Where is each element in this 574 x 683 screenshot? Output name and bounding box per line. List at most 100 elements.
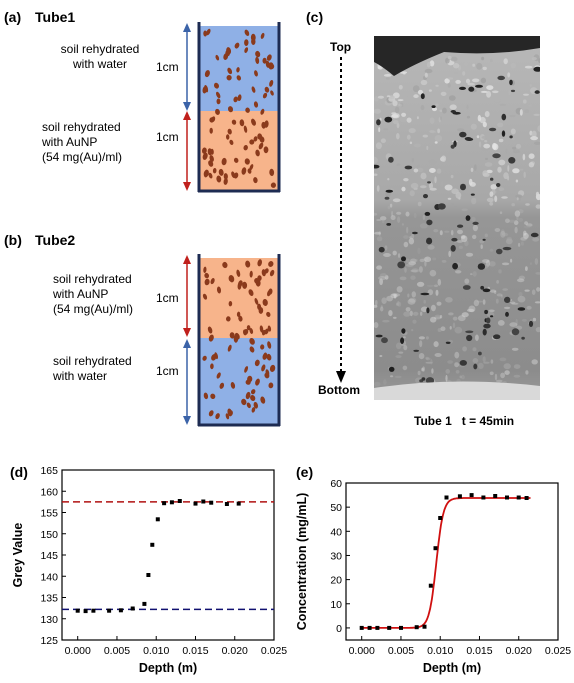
ct-pore [530, 232, 539, 238]
ct-grain [408, 237, 415, 245]
data-point [169, 500, 174, 505]
ct-grain [507, 175, 510, 181]
ct-pore [484, 309, 488, 315]
soil-particle [255, 378, 260, 386]
ct-grain [401, 112, 407, 117]
ct-grain [396, 133, 400, 140]
ct-pore [457, 224, 464, 228]
ct-grain [439, 230, 443, 236]
ct-pore [459, 86, 466, 90]
ct-grain [450, 174, 454, 179]
ct-grain [461, 235, 468, 243]
ct-grain [417, 167, 424, 173]
ct-grain [483, 361, 490, 364]
ct-grain [516, 197, 519, 201]
ct-grain [472, 63, 476, 67]
ct-pore [490, 177, 494, 181]
soil-particle [227, 344, 232, 352]
data-point [236, 501, 241, 506]
tube1-title: Tube1 [35, 9, 76, 25]
soil-particle [236, 67, 240, 73]
ct-pore [480, 285, 485, 290]
ct-grain [418, 266, 423, 273]
ct-grain [526, 305, 532, 310]
ct-pore [475, 84, 483, 88]
soil-particle [258, 307, 264, 314]
ct-bottom-label: Bottom [318, 383, 360, 397]
soil-particle [258, 142, 264, 150]
ct-grain [497, 166, 502, 173]
ct-pore [404, 165, 413, 170]
soil-particle [218, 168, 224, 176]
ct-grain [430, 304, 436, 312]
ct-grain [482, 259, 490, 263]
soil-particle [225, 316, 231, 322]
soil-particle [244, 29, 250, 36]
ct-grain [401, 186, 406, 192]
ct-pore [452, 262, 458, 270]
soil-particle [261, 364, 266, 372]
ct-pore [482, 238, 486, 241]
ct-pore [483, 323, 491, 329]
ct-grain [515, 318, 518, 326]
ct-grain [492, 142, 497, 150]
ct-pore [450, 110, 456, 113]
ct-grain [455, 79, 461, 84]
ct-grain [436, 301, 442, 306]
ct-grain [454, 362, 459, 368]
ct-grain [392, 100, 398, 107]
ct-grain [411, 291, 416, 298]
ct-grain [464, 240, 469, 247]
ct-grain [402, 71, 406, 75]
soil-particle [245, 260, 251, 268]
tube2-top-description: soil rehydrated with AuNP (54 mg(Au)/ml) [53, 272, 134, 316]
soil-particle [259, 325, 264, 333]
ct-grain [416, 116, 419, 120]
ct-grain [459, 375, 463, 379]
ct-grain [425, 336, 429, 340]
soil-particle [264, 268, 269, 274]
ct-grain [517, 278, 525, 283]
soil-particle [201, 147, 207, 154]
ct-pore [468, 86, 475, 92]
y-tick-label: 40 [330, 526, 342, 538]
ct-grain [421, 367, 424, 372]
ct-grain [457, 315, 466, 322]
ct-grain [498, 269, 502, 274]
ct-grain [424, 72, 428, 78]
soil-particle [223, 178, 228, 185]
ct-grain [418, 353, 425, 360]
ct-grain [524, 65, 533, 69]
soil-particle [251, 407, 256, 413]
ct-grain [429, 168, 436, 173]
ct-pore [420, 93, 425, 100]
tube2-title: Tube2 [35, 232, 76, 248]
data-point [438, 516, 443, 520]
ct-grain [461, 208, 468, 212]
data-point [367, 625, 372, 630]
x-tick-label: 0.015 [466, 645, 492, 657]
soil-particle [236, 269, 241, 277]
ct-grain [390, 293, 398, 299]
ct-pore [534, 90, 540, 94]
ct-grain [437, 278, 442, 286]
x-tick-label: 0.025 [261, 645, 287, 657]
ct-grain [401, 223, 404, 226]
soil-particle [262, 57, 267, 64]
soil-particle [267, 341, 272, 349]
ct-pore [374, 164, 380, 169]
soil-particle [243, 145, 248, 151]
x-tick-label: 0.025 [545, 645, 571, 657]
ct-grain [468, 305, 476, 313]
ct-grain [398, 253, 401, 258]
ct-grain [431, 368, 434, 374]
y-tick-label: 165 [40, 465, 58, 477]
ct-grain [524, 109, 530, 114]
x-tick-label: 0.005 [388, 645, 414, 657]
y-tick-label: 160 [40, 486, 58, 498]
ct-grain [407, 293, 410, 298]
ct-grain [515, 179, 519, 183]
ct-grain [450, 229, 454, 236]
ct-grain [444, 184, 453, 191]
data-point [457, 494, 462, 499]
